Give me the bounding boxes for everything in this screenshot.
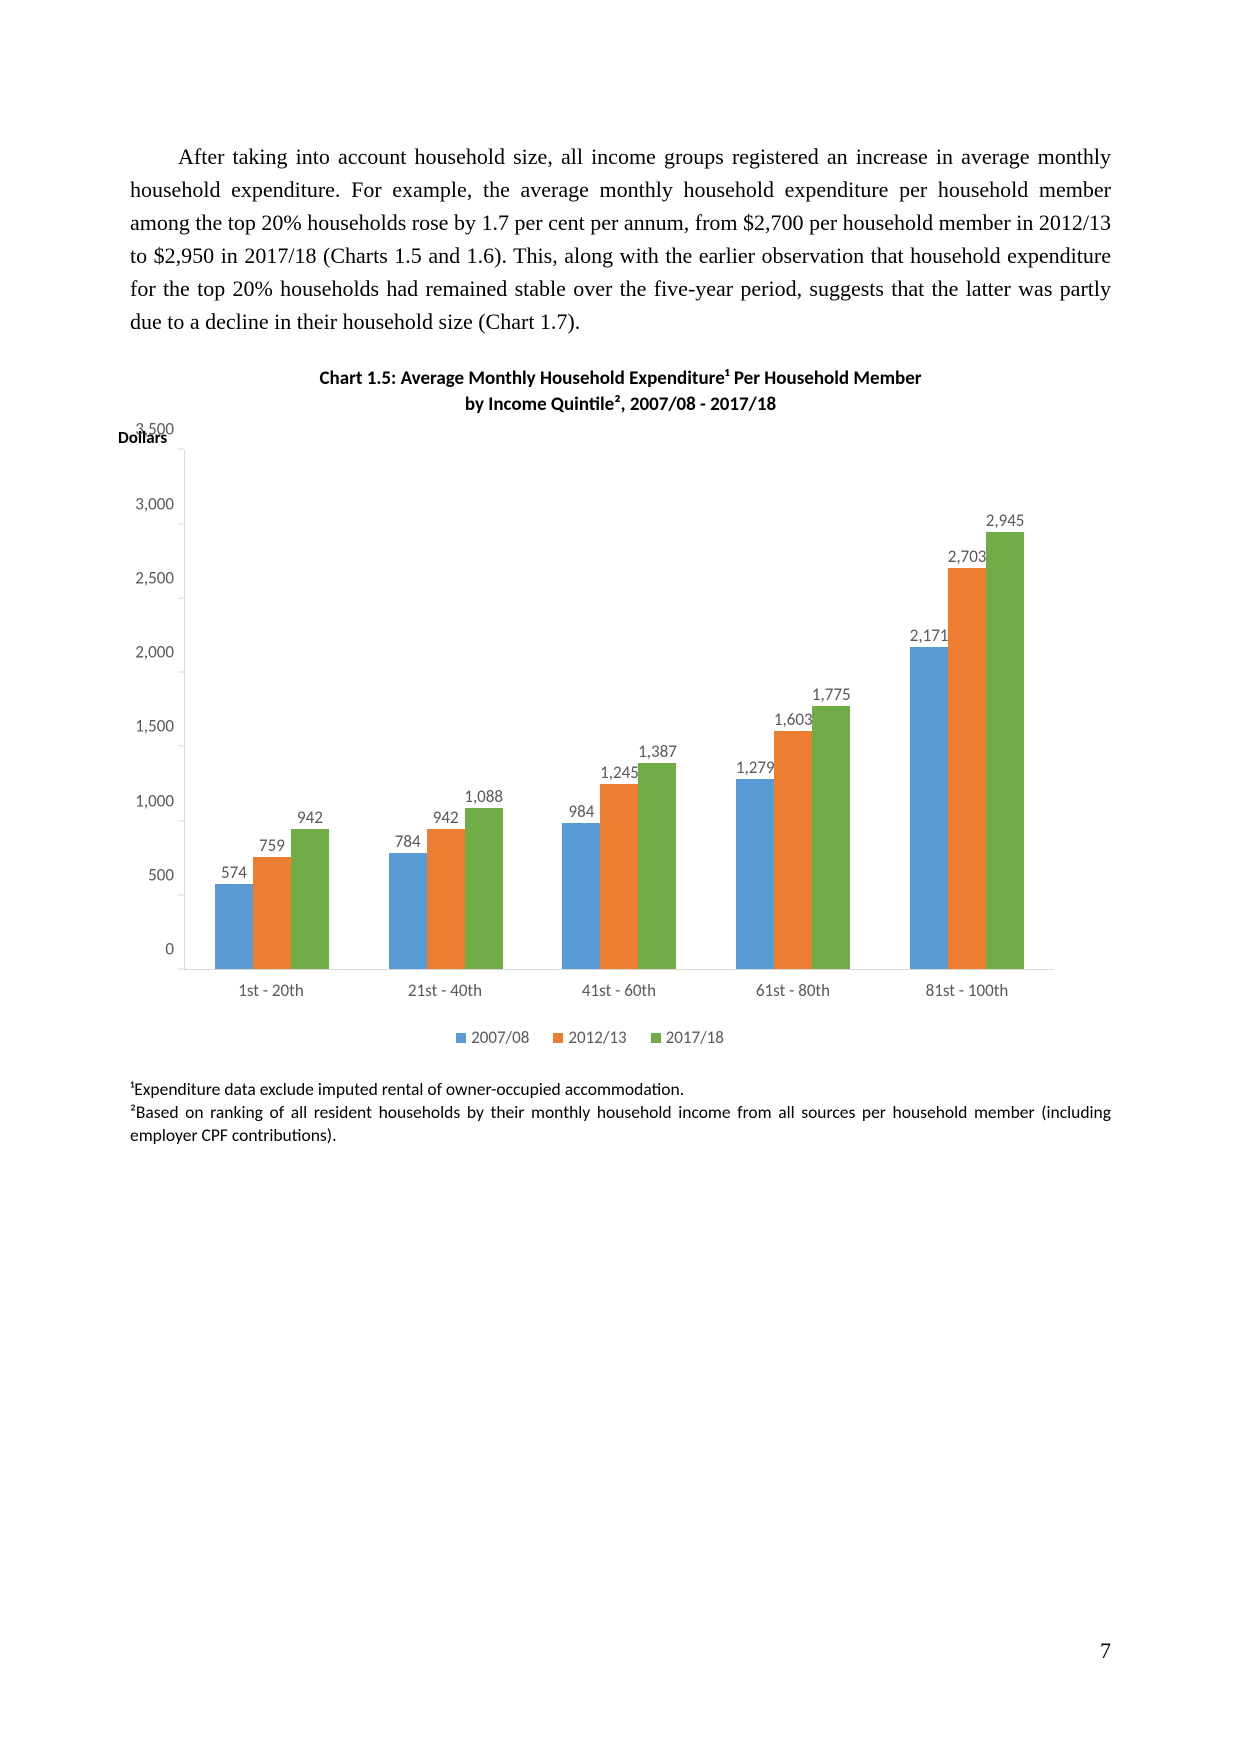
bar: 2,171 (910, 647, 948, 970)
bar: 942 (291, 829, 329, 969)
footnote-2: ²Based on ranking of all resident househ… (130, 1101, 1111, 1147)
bar: 942 (427, 829, 465, 969)
bar-value-label: 1,245 (600, 762, 639, 783)
bar: 1,775 (812, 706, 850, 970)
bar: 1,245 (600, 784, 638, 969)
bar: 1,088 (465, 808, 503, 970)
page-number: 7 (1100, 1638, 1111, 1664)
bar: 1,279 (736, 779, 774, 969)
y-tick-label: 1,000 (135, 790, 174, 811)
x-tick-label: 61st - 80th (706, 970, 880, 1001)
bar-value-label: 2,171 (910, 625, 949, 646)
y-tick-label: 0 (165, 939, 174, 960)
x-tick-label: 81st - 100th (880, 970, 1054, 1001)
chart-title-line1: Chart 1.5: Average Monthly Household Exp… (319, 367, 921, 390)
x-tick-label: 41st - 60th (532, 970, 706, 1001)
bar-value-label: 759 (259, 835, 285, 856)
bar: 2,703 (948, 568, 986, 970)
bar-value-label: 1,603 (774, 709, 813, 730)
legend-swatch (553, 1033, 563, 1043)
chart-title-line2: by Income Quintile², 2007/08 - 2017/18 (465, 393, 776, 416)
bar: 1,603 (774, 731, 812, 969)
bar-value-label: 1,279 (736, 757, 775, 778)
bar-value-label: 574 (221, 862, 247, 883)
legend: 2007/08 2012/13 2017/18 (110, 1027, 1070, 1048)
bar-group: 2,1712,7032,945 (880, 450, 1054, 969)
x-axis: 1st - 20th21st - 40th41st - 60th61st - 8… (184, 970, 1054, 1001)
y-tick-label: 3,500 (135, 419, 174, 440)
bar-group: 574759942 (185, 450, 359, 969)
legend-item: 2017/18 (651, 1027, 724, 1048)
legend-item: 2007/08 (456, 1027, 529, 1048)
bar: 784 (389, 853, 427, 969)
y-axis-label: Dollars (110, 427, 1070, 448)
bar-value-label: 2,703 (948, 546, 987, 567)
bar-value-label: 1,088 (464, 786, 503, 807)
footnote-1: ¹Expenditure data exclude imputed rental… (130, 1078, 1111, 1101)
bar: 1,387 (638, 763, 676, 969)
bar-value-label: 1,775 (812, 684, 851, 705)
bar: 984 (562, 823, 600, 969)
bar-value-label: 942 (433, 807, 459, 828)
legend-swatch (456, 1033, 466, 1043)
y-tick-label: 2,500 (135, 567, 174, 588)
bar-group: 9841,2451,387 (533, 450, 707, 969)
legend-item: 2012/13 (553, 1027, 626, 1048)
bar: 2,945 (986, 532, 1024, 970)
y-tick-label: 3,000 (135, 493, 174, 514)
bar-value-label: 984 (569, 801, 595, 822)
legend-label: 2012/13 (568, 1027, 626, 1048)
plot-area: 5747599427849421,0889841,2451,3871,2791,… (184, 450, 1054, 970)
bar-value-label: 942 (297, 807, 323, 828)
bar-value-label: 2,945 (986, 510, 1025, 531)
bar-value-label: 1,387 (638, 741, 677, 762)
x-tick-label: 21st - 40th (358, 970, 532, 1001)
bar-group: 1,2791,6031,775 (706, 450, 880, 969)
bar-value-label: 784 (395, 831, 421, 852)
bar-group: 7849421,088 (359, 450, 533, 969)
bar: 759 (253, 857, 291, 970)
x-tick-label: 1st - 20th (184, 970, 358, 1001)
legend-label: 2007/08 (471, 1027, 529, 1048)
footnotes: ¹Expenditure data exclude imputed rental… (130, 1078, 1111, 1146)
y-tick-label: 500 (148, 865, 174, 886)
legend-label: 2017/18 (666, 1027, 724, 1048)
chart-container: Dollars 05001,0001,5002,0002,5003,0003,5… (110, 427, 1070, 1048)
chart-title: Chart 1.5: Average Monthly Household Exp… (130, 366, 1111, 417)
y-tick-label: 2,000 (135, 642, 174, 663)
legend-swatch (651, 1033, 661, 1043)
y-axis: 05001,0001,5002,0002,5003,0003,500 (110, 450, 184, 970)
bar: 574 (215, 884, 253, 969)
y-tick-label: 1,500 (135, 716, 174, 737)
body-paragraph: After taking into account household size… (130, 140, 1111, 338)
